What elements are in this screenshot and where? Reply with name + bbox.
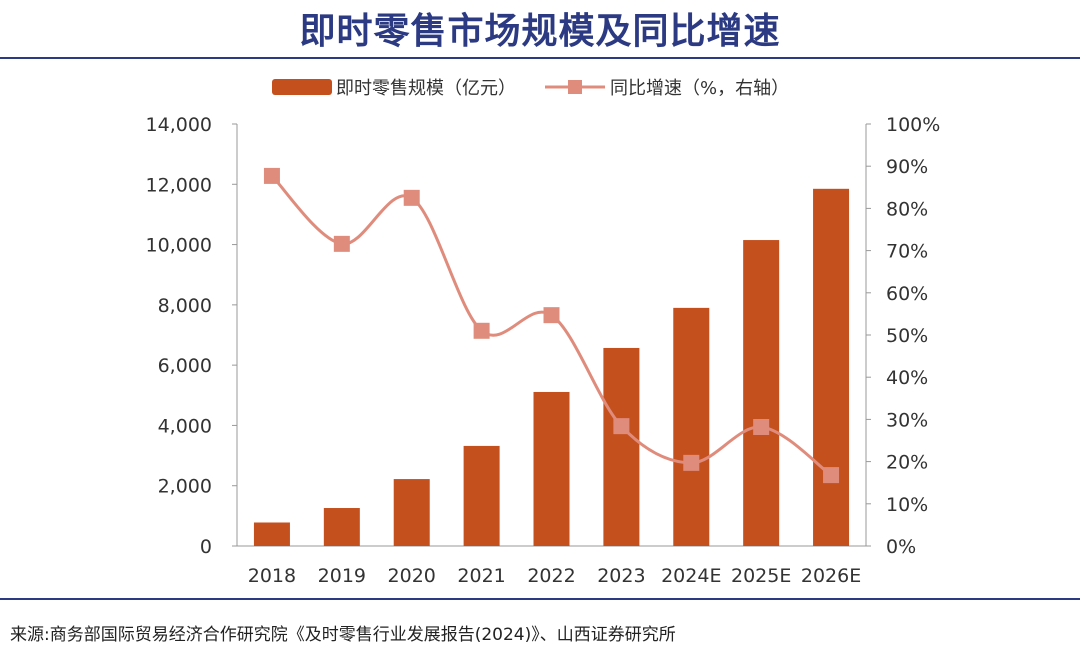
bar-2024E <box>673 307 710 546</box>
y2-tick-label: 60% <box>886 283 928 305</box>
y-tick-label: 0 <box>200 536 212 558</box>
x-tick-label: 2026E <box>801 565 861 587</box>
legend-line-marker <box>568 80 582 94</box>
y-tick-label: 10,000 <box>146 235 212 257</box>
bar-2025E <box>743 240 780 547</box>
y2-tick-label: 70% <box>886 241 928 263</box>
y2-tick-label: 40% <box>886 367 928 389</box>
growth-point-2023 <box>613 418 630 435</box>
y2-tick-label: 30% <box>886 409 928 431</box>
y-tick-label: 6,000 <box>158 355 212 377</box>
growth-point-2022 <box>543 307 560 324</box>
bar-2026E <box>813 188 850 547</box>
x-tick-label: 2025E <box>731 565 791 587</box>
footer-divider <box>0 598 1080 600</box>
growth-point-2026E <box>823 467 840 484</box>
y-tick-label: 2,000 <box>158 476 212 498</box>
legend-line-label: 同比增速（%，右轴） <box>610 78 789 99</box>
source-note: 来源:商务部国际贸易经济合作研究院《及时零售行业发展报告(2024)》、山西证券… <box>10 625 676 645</box>
bar-2023 <box>603 347 640 546</box>
x-tick-label: 2022 <box>527 565 575 587</box>
growth-point-2018 <box>263 167 280 184</box>
bar-2018 <box>253 522 290 546</box>
y2-tick-label: 20% <box>886 452 928 474</box>
title-divider <box>0 57 1080 59</box>
y2-tick-label: 0% <box>886 536 916 558</box>
y2-tick-label: 100% <box>886 114 940 136</box>
bar-2021 <box>463 445 500 546</box>
legend-bar-label: 即时零售规模（亿元） <box>336 78 516 99</box>
growth-point-2024E <box>683 454 700 471</box>
y-tick-label: 8,000 <box>158 295 212 317</box>
x-tick-label: 2024E <box>661 565 721 587</box>
bar-2022 <box>533 391 570 546</box>
growth-point-2020 <box>403 189 420 206</box>
y2-tick-label: 90% <box>886 156 928 178</box>
chart: 0 2,000 4,000 6,000 8,000 10,000 12,000 14,000 0… <box>146 78 941 587</box>
y2-tick-label: 50% <box>886 325 928 347</box>
y2-tick-label: 10% <box>886 494 928 516</box>
x-tick-label: 2021 <box>457 565 505 587</box>
y2-tick-label: 80% <box>886 198 928 220</box>
growth-point-2019 <box>333 235 350 252</box>
x-tick-label: 2019 <box>318 565 366 587</box>
growth-point-2021 <box>473 322 490 339</box>
growth-point-2025E <box>753 418 770 435</box>
x-tick-label: 2023 <box>597 565 645 587</box>
bar-2020 <box>393 479 430 546</box>
y-tick-label: 12,000 <box>146 174 212 196</box>
y-tick-label: 14,000 <box>146 114 212 136</box>
page-title: 即时零售市场规模及同比增速 <box>299 11 781 52</box>
legend-bar-swatch <box>272 79 332 95</box>
x-tick-label: 2018 <box>248 565 296 587</box>
bar-2019 <box>323 508 360 546</box>
y-tick-label: 4,000 <box>158 415 212 437</box>
x-tick-label: 2020 <box>388 565 436 587</box>
